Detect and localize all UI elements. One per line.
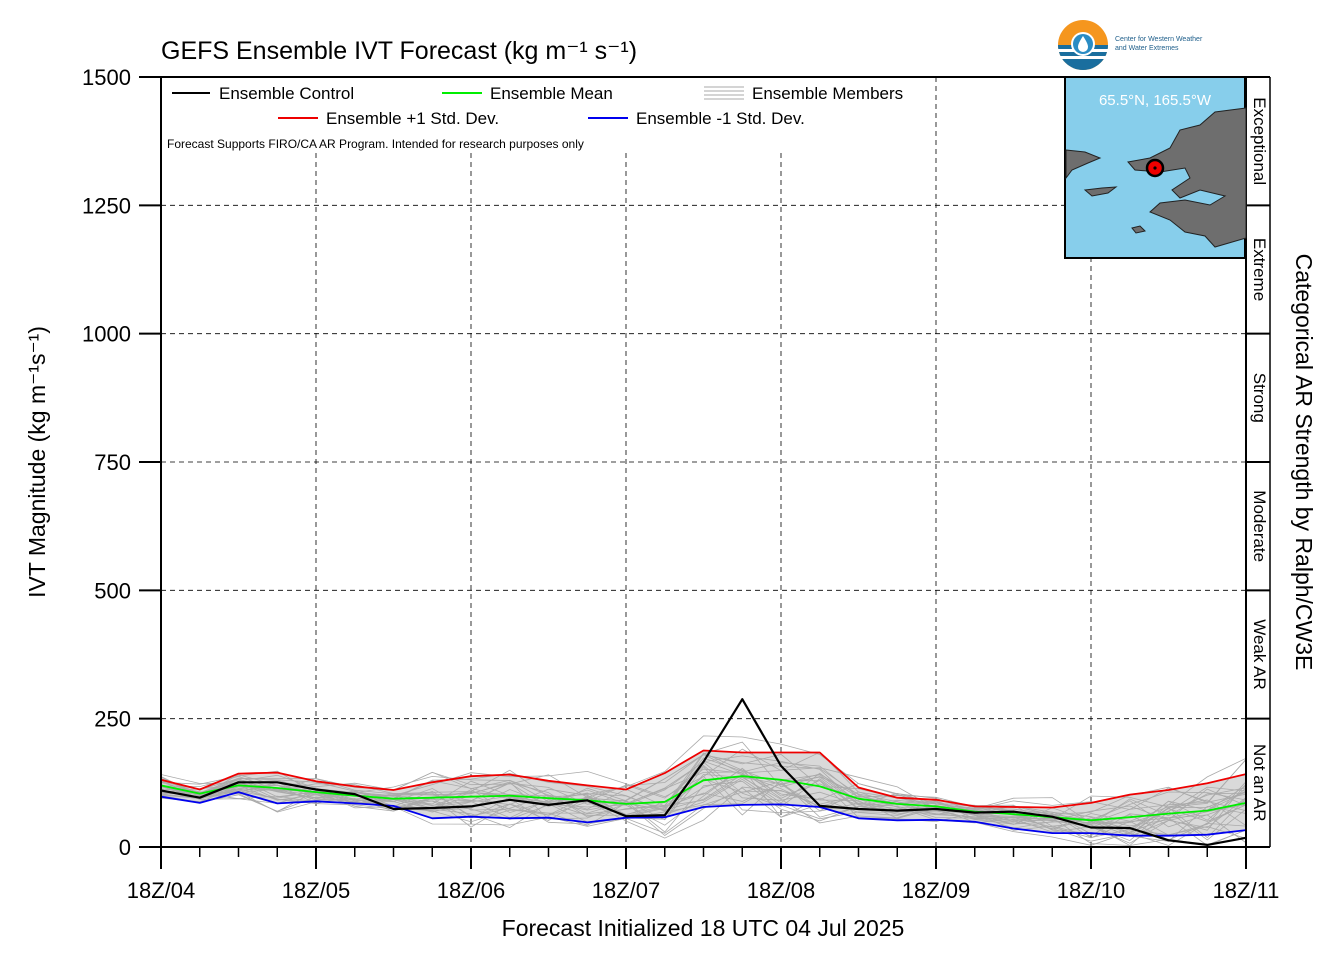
- chart-title: GEFS Ensemble IVT Forecast (kg m⁻¹ s⁻¹): [161, 37, 637, 65]
- location-marker-center: [1153, 166, 1157, 170]
- axis-ticks: 0 250 500 750 1000 1250 1500 18Z/04 18Z/05 18Z/06…: [82, 65, 1279, 903]
- map-coordinates-label: 65.5°N, 165.5°W: [1099, 92, 1212, 109]
- y-tick-label: 0: [119, 835, 131, 860]
- category-label: Extreme: [1250, 238, 1269, 301]
- logo-text-line2: and Water Extremes: [1115, 45, 1179, 52]
- y-tick-label: 500: [94, 578, 131, 603]
- y-tick-label: 250: [94, 707, 131, 732]
- map-land-island: [1083, 186, 1118, 197]
- y-tick-label: 750: [94, 450, 131, 475]
- series-line-ensemble-1-std-dev-: [161, 749, 1246, 809]
- x-tick-label: 18Z/08: [747, 878, 816, 903]
- series-line-ensemble-control: [161, 698, 1246, 846]
- x-tick-label: 18Z/09: [902, 878, 971, 903]
- series-lines: [161, 698, 1246, 846]
- x-tick-label: 18Z/04: [127, 878, 196, 903]
- x-tick-label: 18Z/10: [1057, 878, 1126, 903]
- location-map-inset: 65.5°N, 165.5°W: [1064, 76, 1247, 259]
- legend-label-mean: Ensemble Mean: [490, 84, 613, 103]
- right-axis-label: Categorical AR Strength by Ralph/CW3E: [1291, 254, 1317, 671]
- member-line: [161, 776, 1246, 831]
- x-tick-label: 18Z/11: [1213, 878, 1280, 903]
- series-line-ensemble-mean: [161, 775, 1246, 822]
- legend: Ensemble Control Ensemble Mean Ensemble …: [167, 84, 903, 151]
- category-label: Weak AR: [1250, 619, 1269, 690]
- logo-text-line1: Center for Western Weather: [1115, 36, 1203, 43]
- legend-swatch-members: [704, 86, 744, 100]
- legend-label-plus-std: Ensemble +1 Std. Dev.: [326, 109, 499, 128]
- member-line: [161, 766, 1246, 844]
- logo-drop-icon: [1078, 36, 1088, 52]
- cw3e-logo: Center for Western Weather and Water Ext…: [1058, 20, 1203, 70]
- category-axis: Not an AR Weak AR Moderate Strong Extreme Exc…: [1246, 76, 1271, 848]
- legend-label-control: Ensemble Control: [219, 84, 354, 103]
- series-line-ensemble-1-std-dev-: [161, 791, 1246, 837]
- y-tick-label: 1000: [82, 322, 131, 347]
- x-axis-label: Forecast Initialized 18 UTC 04 Jul 2025: [502, 915, 905, 941]
- map-land-alaska: [1127, 107, 1247, 248]
- map-land-chukotka: [1065, 149, 1102, 180]
- category-label: Moderate: [1250, 490, 1269, 562]
- y-tick-label: 1250: [82, 193, 131, 218]
- category-label: Strong: [1250, 373, 1269, 423]
- map-land-islet: [1131, 225, 1146, 234]
- logo-wave-2: [1060, 56, 1106, 59]
- category-label: Exceptional: [1250, 97, 1269, 185]
- x-tick-label: 18Z/06: [437, 878, 506, 903]
- x-tick-label: 18Z/05: [282, 878, 351, 903]
- member-line: [161, 778, 1246, 846]
- y-axis-label: IVT Magnitude (kg m⁻¹s⁻¹): [24, 326, 50, 598]
- legend-label-members: Ensemble Members: [752, 84, 903, 103]
- research-note: Forecast Supports FIRO/CA AR Program. In…: [167, 137, 584, 151]
- x-tick-label: 18Z/07: [592, 878, 661, 903]
- y-tick-label: 1500: [82, 65, 131, 90]
- category-label: Not an AR: [1250, 744, 1269, 822]
- legend-label-minus-std: Ensemble -1 Std. Dev.: [636, 109, 805, 128]
